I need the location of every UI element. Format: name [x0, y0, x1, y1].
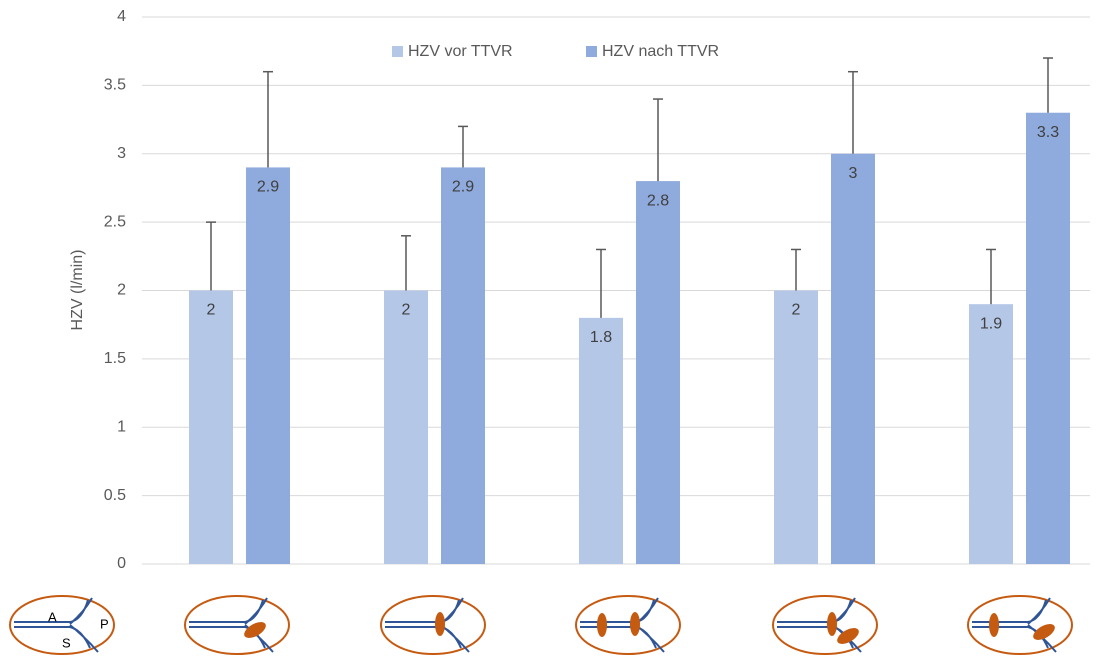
- bar: [579, 318, 623, 564]
- legend-label: HZV vor TTVR: [408, 43, 513, 60]
- icon-label: P: [100, 616, 109, 631]
- icon: [773, 596, 877, 654]
- y-tick-label: 2: [117, 282, 126, 299]
- icon: [576, 596, 680, 654]
- data-label: 1.8: [590, 329, 612, 346]
- icon-key: A S P: [10, 596, 114, 654]
- y-tick-label: 1.5: [104, 350, 126, 367]
- icon-label: A: [48, 609, 57, 624]
- icon: [381, 596, 485, 654]
- y-tick-label: 0: [117, 555, 126, 572]
- data-label: 3.3: [1037, 124, 1059, 141]
- legend-label: HZV nach TTVR: [602, 43, 719, 60]
- y-axis-label: HZV (l/min): [69, 250, 86, 331]
- data-label: 2.8: [647, 192, 669, 209]
- icon-label: S: [62, 635, 71, 650]
- icons: A S P: [10, 596, 1072, 654]
- bar: [246, 167, 290, 564]
- data-label: 2.9: [257, 179, 279, 196]
- bar: [969, 304, 1013, 564]
- data-label: 2.9: [452, 179, 474, 196]
- bar: [831, 154, 875, 564]
- bar: [384, 291, 428, 565]
- data-label: 2: [792, 302, 801, 319]
- bar: [441, 167, 485, 564]
- y-tick-label: 0.5: [104, 487, 126, 504]
- y-tick-label: 3: [117, 145, 126, 162]
- data-label: 3: [849, 165, 858, 182]
- legend-swatch: [586, 46, 597, 57]
- chart: HZV (l/min) A S P: [0, 0, 1112, 658]
- data-label: 2: [207, 302, 216, 319]
- legend-swatch: [392, 46, 403, 57]
- bar: [1026, 113, 1070, 564]
- data-label: 2: [402, 302, 411, 319]
- y-tick-label: 2.5: [104, 213, 126, 230]
- bar: [189, 291, 233, 565]
- icon: [968, 596, 1072, 654]
- icon: [185, 596, 289, 654]
- bar: [636, 181, 680, 564]
- y-tick-label: 4: [117, 8, 126, 25]
- bar: [774, 291, 818, 565]
- y-tick-label: 1: [117, 418, 126, 435]
- data-label: 1.9: [980, 315, 1002, 332]
- y-tick-label: 3.5: [104, 77, 126, 94]
